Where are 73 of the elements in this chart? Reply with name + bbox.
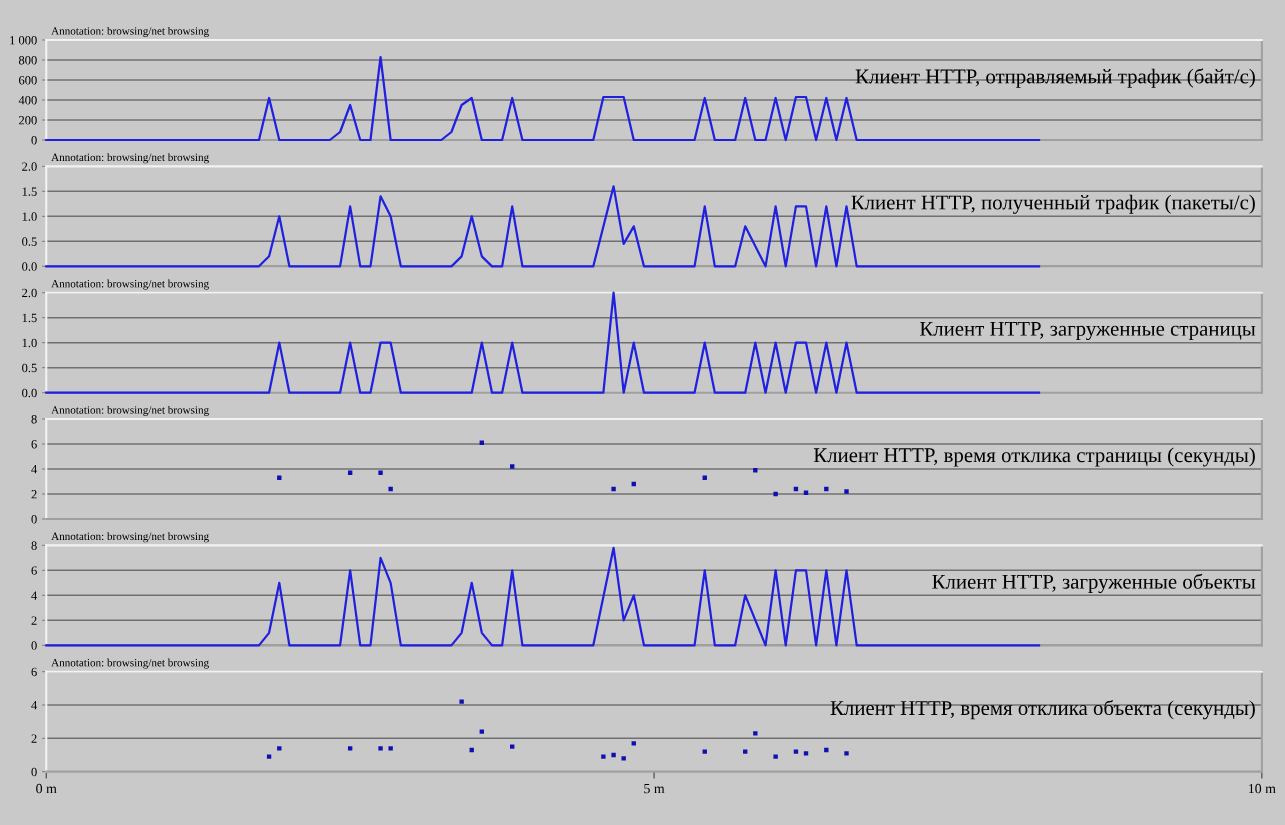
- y-tick-label: 0.0: [22, 388, 37, 398]
- point: [844, 489, 849, 494]
- y-tick-label: 2: [31, 490, 37, 499]
- point: [510, 464, 515, 469]
- y-tick-label: 2.0: [22, 288, 37, 298]
- y-tick-label: 0: [31, 136, 37, 145]
- y-tick-label: 6: [31, 667, 37, 677]
- y-tick-label: 0: [31, 767, 37, 777]
- point: [378, 470, 383, 475]
- point: [773, 491, 778, 497]
- y-tick-label: 200: [19, 116, 37, 125]
- x-tick-label: 5 m: [644, 784, 665, 794]
- y-tick-label: 6: [31, 566, 37, 575]
- y-tick-label: 4: [31, 701, 38, 710]
- point: [347, 746, 353, 751]
- y-tick-label: 1.5: [22, 313, 37, 323]
- y-tick-label: 600: [19, 76, 37, 85]
- point: [753, 731, 758, 736]
- point: [388, 746, 393, 751]
- point: [803, 751, 809, 756]
- y-tick-label: 4: [31, 465, 38, 474]
- y-tick-label: 800: [18, 56, 37, 65]
- point: [266, 754, 272, 759]
- point: [621, 756, 626, 761]
- point: [601, 754, 606, 759]
- y-tick-label: 8: [31, 415, 37, 424]
- point: [479, 729, 485, 734]
- text: Annotation: browsing/net browsing: [51, 26, 209, 37]
- point: [743, 749, 748, 754]
- text: Клиент HTTP, отправляемый трафик (байт/с): [855, 68, 1255, 88]
- y-tick-label: 2.0: [22, 162, 37, 171]
- text: Клиент HTTP, время отклика страницы (секунды): [813, 447, 1255, 467]
- y-tick-label: 4: [31, 591, 38, 600]
- text: Annotation: browsing/net browsing: [51, 658, 209, 669]
- y-tick-label: 2: [31, 616, 37, 625]
- y-tick-label: 1.0: [22, 338, 37, 348]
- point: [277, 746, 282, 751]
- point: [824, 747, 829, 753]
- point: [702, 749, 707, 754]
- point: [388, 486, 393, 492]
- point: [459, 699, 464, 704]
- y-tick-label: 400: [18, 96, 37, 105]
- point: [611, 752, 616, 758]
- y-tick-label: 0: [31, 515, 37, 524]
- y-tick-label: 1.5: [22, 187, 37, 196]
- y-tick-label: 0.5: [22, 237, 37, 246]
- point: [753, 468, 758, 473]
- y-tick-label: 8: [31, 541, 37, 550]
- y-tick-label: 1 000: [10, 36, 37, 45]
- point: [378, 746, 383, 751]
- point: [844, 751, 849, 756]
- text: Клиент HTTP, время отклика объекта (секунды): [830, 699, 1255, 720]
- y-tick-label: 0: [31, 641, 37, 650]
- y-tick-label: 6: [31, 440, 37, 449]
- point: [510, 744, 515, 749]
- x-tick-label: 10 m: [1249, 783, 1276, 794]
- text: Клиент HTTP, загруженные страницы: [919, 321, 1256, 341]
- text: Annotation: browsing/net browsing: [51, 153, 209, 164]
- text: Клиент HTTP, загруженные объекты: [932, 573, 1256, 594]
- point: [773, 754, 778, 759]
- point: [793, 749, 799, 754]
- y-tick-label: 0.0: [22, 262, 37, 271]
- text: Annotation: browsing/net browsing: [51, 279, 209, 290]
- text: Annotation: browsing/net browsing: [51, 405, 209, 416]
- y-tick-label: 2: [31, 734, 37, 743]
- y-tick-label: 0.5: [22, 363, 37, 373]
- point: [824, 486, 829, 492]
- point: [611, 486, 616, 492]
- point: [631, 741, 636, 746]
- y-tick-label: 1.0: [22, 212, 37, 221]
- text: Клиент HTTP, полученный трафик (пакеты/с): [851, 194, 1255, 214]
- text: Annotation: browsing/net browsing: [51, 532, 209, 543]
- x-tick-label: 0 m: [36, 783, 57, 794]
